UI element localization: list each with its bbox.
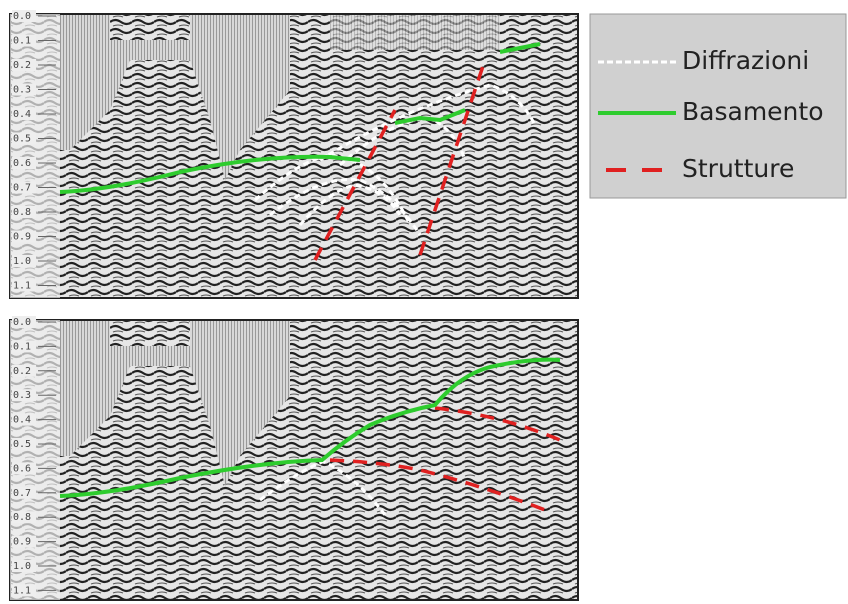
time-tick-label: 0.5	[13, 439, 31, 450]
time-tick-label: 0.3	[13, 390, 31, 401]
legend-label: Diffrazioni	[682, 46, 809, 75]
figure: Diffrazioni Basamento Strutture 0.0 0.1 0.…	[0, 0, 848, 604]
time-tick-label: 0.6	[13, 463, 31, 474]
time-tick-label: 0.6	[13, 158, 31, 169]
time-tick-label: 0.3	[13, 85, 31, 96]
legend-label: Basamento	[682, 97, 824, 126]
time-tick-label: 0.0	[13, 317, 31, 328]
seismic-panel-bottom	[10, 320, 578, 600]
time-tick-label: 0.8	[13, 207, 31, 218]
time-tick-label: 0.2	[13, 366, 31, 377]
time-tick-label: 0.9	[13, 232, 31, 243]
time-tick-label: 0.9	[13, 537, 31, 548]
time-tick-label: 0.2	[13, 60, 31, 71]
page: {"time_ticks": ["0.0", "0.1", "0.2", "0.…	[0, 0, 848, 604]
time-tick-label: 0.7	[13, 183, 31, 194]
seismic-panel-top	[10, 14, 578, 298]
time-tick-label: 0.1	[13, 341, 31, 352]
time-tick-label: 0.4	[13, 415, 31, 426]
legend-label: Strutture	[682, 154, 794, 183]
time-tick-label: 0.4	[13, 109, 31, 120]
time-tick-label: 0.0	[13, 11, 31, 22]
time-tick-label: 0.8	[13, 512, 31, 523]
time-tick-label: 0.5	[13, 134, 31, 145]
legend: Diffrazioni Basamento Strutture	[590, 14, 846, 198]
time-tick-label: 1.1	[13, 585, 31, 596]
time-tick-label: 0.7	[13, 488, 31, 499]
time-tick-label: 1.0	[13, 256, 31, 267]
time-tick-label: 1.1	[13, 281, 31, 292]
time-tick-label: 1.0	[13, 561, 31, 572]
time-tick-label: 0.1	[13, 36, 31, 47]
